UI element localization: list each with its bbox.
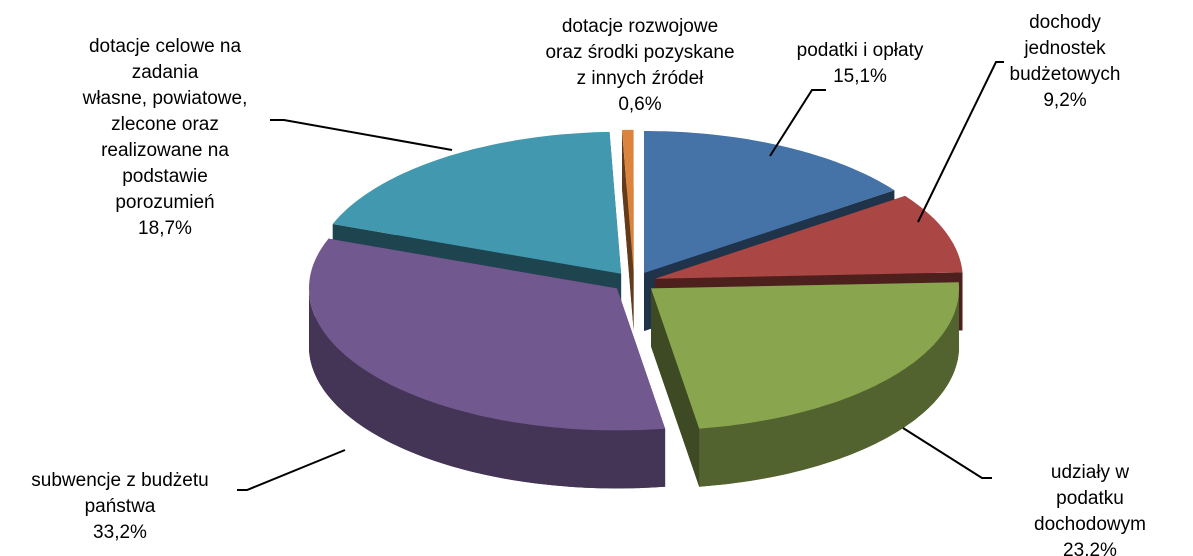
category-label: dotacje celowe na zadania własne, powiat… (82, 36, 248, 213)
slice-label: dotacje celowe na zadania własne, powiat… (83, 34, 248, 242)
slice-label: udziały w podatku dochodowym 23,2% (1034, 460, 1146, 556)
slice (622, 129, 634, 272)
slice-label: dotacje rozwojowe oraz środki pozyskane … (545, 14, 734, 118)
category-label: podatki i opłaty (796, 40, 924, 61)
slice-wall (309, 288, 666, 489)
leader-line (902, 427, 992, 479)
category-label: dotacje rozwojowe oraz środki pozyskane … (545, 16, 735, 89)
slice (332, 131, 622, 274)
value-label: 33,2% (93, 522, 147, 543)
slice-wall (699, 288, 959, 487)
slice-label: dochody jednostek budżetowych 9,2% (1001, 10, 1129, 114)
value-label: 15,1% (833, 66, 887, 87)
slice-side (651, 288, 700, 487)
slice-label: podatki i opłaty 15,1% (797, 38, 924, 90)
value-label: 0,6% (618, 94, 662, 115)
category-label: dochody jednostek budżetowych (1009, 12, 1121, 85)
slice (644, 131, 895, 273)
slice (651, 282, 959, 429)
category-label: subwencje z budżetu państwa (31, 470, 209, 517)
slice (654, 195, 963, 279)
leader-line (917, 61, 1004, 223)
slice-label: subwencje z budżetu państwa 33,2% (31, 468, 208, 546)
category-label: udziały w podatku dochodowym (1034, 462, 1146, 535)
leader-line (769, 89, 826, 157)
slice (309, 238, 666, 431)
leader-line (270, 119, 453, 151)
leader-line (237, 449, 346, 491)
slice-side (622, 130, 634, 330)
value-label: 23,2% (1063, 540, 1117, 556)
value-label: 18,7% (138, 218, 192, 239)
value-label: 9,2% (1043, 90, 1087, 111)
